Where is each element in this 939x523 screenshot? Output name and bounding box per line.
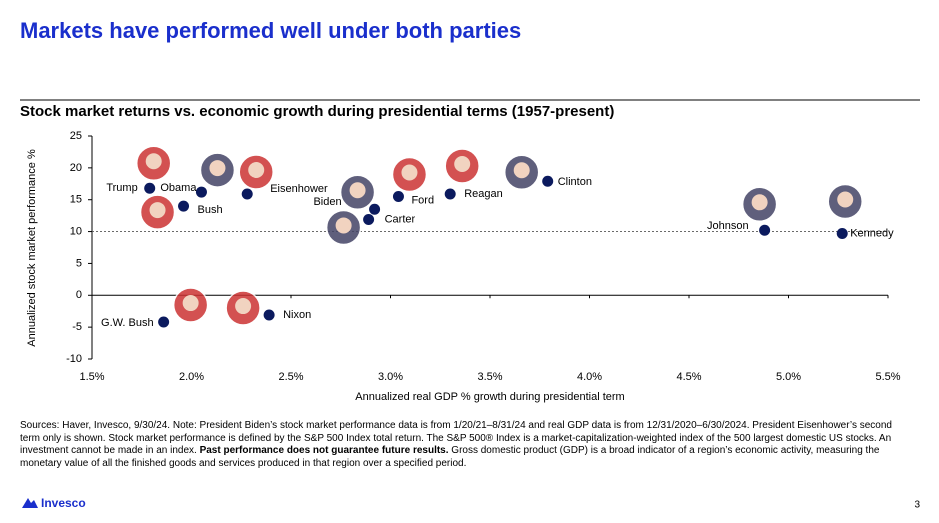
portrait-face <box>248 161 265 178</box>
x-tick-label: 3.0% <box>378 371 403 383</box>
point <box>144 182 156 194</box>
y-tick-label: 0 <box>76 289 82 301</box>
y-tick-label: 20 <box>70 162 82 174</box>
point-label: Bush <box>198 204 223 216</box>
logo-text: Invesco <box>41 496 86 510</box>
x-tick-label: 5.5% <box>875 371 900 383</box>
point-label: Biden <box>313 196 341 208</box>
point-label: Eisenhower <box>270 183 328 195</box>
portrait-face <box>145 153 162 170</box>
x-tick-label: 3.5% <box>477 371 502 383</box>
point-label: Nixon <box>283 309 311 321</box>
point <box>759 224 771 236</box>
y-tick-label: -5 <box>72 321 82 333</box>
footnote: Sources: Haver, Invesco, 9/30/24. Note: … <box>20 420 912 470</box>
y-tick-label: 10 <box>70 225 82 237</box>
y-tick-label: 15 <box>70 194 82 206</box>
x-tick-label: 5.0% <box>776 371 801 383</box>
logo: Invesco <box>22 496 86 510</box>
point <box>195 186 207 198</box>
portrait-face <box>837 191 854 208</box>
portrait-face <box>751 194 768 211</box>
page-title: Markets have performed well under both p… <box>20 18 521 43</box>
point <box>158 316 170 328</box>
point-label: Johnson <box>707 220 749 232</box>
point-label: Kennedy <box>850 227 894 239</box>
point <box>369 203 381 215</box>
footnote-text: Sources: Haver, Invesco, 9/30/24. Note: … <box>20 420 892 456</box>
point <box>444 188 456 200</box>
portrait-face <box>209 160 226 177</box>
chart-title: Stock market returns vs. economic growth… <box>20 103 614 120</box>
point <box>178 200 190 212</box>
point-label: Obama <box>160 182 197 194</box>
y-tick-label: 25 <box>70 130 82 142</box>
x-tick-label: 1.5% <box>79 371 104 383</box>
footnote-bold: Past performance does not guarantee futu… <box>199 445 449 456</box>
x-tick-label: 4.0% <box>577 371 602 383</box>
portrait-face <box>513 162 530 179</box>
point <box>241 188 253 200</box>
point-label: Clinton <box>558 176 592 188</box>
portrait-face <box>149 202 166 219</box>
y-tick-label: -10 <box>66 353 82 365</box>
point <box>836 227 848 239</box>
page-number: 3 <box>914 500 920 511</box>
x-tick-label: 4.5% <box>676 371 701 383</box>
portrait-face <box>349 182 366 199</box>
point-label: Ford <box>411 194 434 206</box>
portrait-face <box>454 155 471 172</box>
x-tick-label: 2.0% <box>179 371 204 383</box>
point-label: G.W. Bush <box>101 317 154 329</box>
point-label: Trump <box>106 182 137 194</box>
footnote-text: Gross domestic product (GDP) is a broad … <box>20 445 880 469</box>
portrait-face <box>401 164 418 181</box>
logo-icon <box>22 498 38 508</box>
y-tick-label: 5 <box>76 257 82 269</box>
portrait-face <box>235 298 252 315</box>
point-label: Reagan <box>464 188 503 200</box>
y-axis-label: Annualized stock market performance % <box>26 149 38 347</box>
point-label: Carter <box>385 213 416 225</box>
x-axis-label: Annualized real GDP % growth during pres… <box>355 391 624 403</box>
point <box>263 309 275 321</box>
portrait-face <box>182 295 199 312</box>
point <box>392 191 404 203</box>
point <box>363 213 375 225</box>
portrait-face <box>335 217 352 234</box>
x-tick-label: 2.5% <box>278 371 303 383</box>
point <box>542 175 554 187</box>
